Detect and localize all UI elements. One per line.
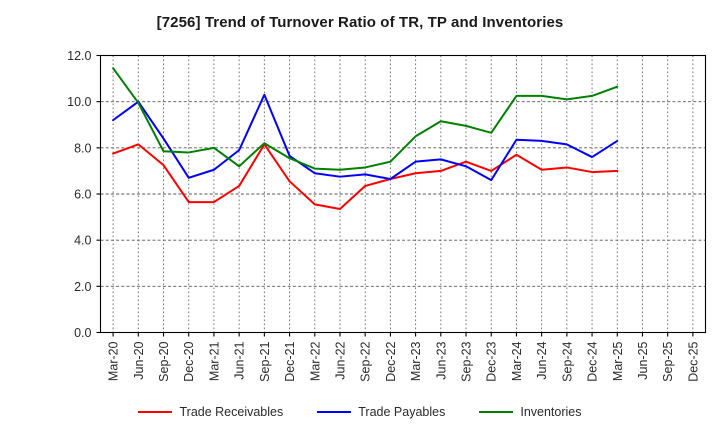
x-axis-tick-labels: Mar-20 Jun-20 Sep-20 Dec-20 Mar-21 Jun-21 Sep-…: [107, 341, 701, 381]
x-axis-tick-label: Jun-23: [434, 341, 448, 379]
y-axis-tick-label: 8.0: [74, 141, 91, 155]
grid-layer: [100, 55, 706, 333]
legend-label: Trade Payables: [358, 405, 446, 419]
x-axis-tick-label: Mar-20: [107, 341, 121, 381]
y-axis-tick-label: 2.0: [74, 280, 91, 294]
axis-layer: [96, 54, 707, 337]
x-axis-tick-label: Mar-24: [510, 341, 524, 381]
x-axis-tick-label: Jun-25: [636, 341, 650, 379]
x-axis-tick-label: Sep-22: [359, 341, 373, 381]
legend-line-swatch: [479, 411, 514, 413]
x-axis-tick-label: Mar-22: [308, 341, 322, 381]
y-axis-tick-label: 4.0: [74, 234, 91, 248]
y-axis-tick-label: 6.0: [74, 188, 91, 202]
x-axis-tick-label: Sep-23: [460, 341, 474, 381]
x-axis-tick-label: Sep-25: [661, 341, 675, 381]
x-axis-tick-label: Dec-22: [384, 341, 398, 381]
series-layer: [112, 67, 619, 210]
x-axis-tick-label: Sep-21: [258, 341, 272, 381]
x-axis-tick-label: Jun-20: [132, 341, 146, 379]
x-axis-tick-label: Dec-21: [283, 341, 297, 381]
legend-label: Inventories: [520, 405, 582, 419]
x-axis-tick-label: Mar-25: [611, 341, 625, 381]
x-axis-tick-label: Jun-24: [535, 341, 549, 379]
y-axis-tick-label: 0.0: [74, 326, 91, 340]
legend-item[interactable]: Inventories: [479, 405, 582, 419]
x-axis-tick-label: Dec-23: [485, 341, 499, 381]
legend-item[interactable]: Trade Payables: [317, 405, 445, 419]
series-line: [112, 143, 619, 210]
x-axis-tick-label: Jun-22: [333, 341, 347, 379]
x-axis-tick-label: Dec-25: [686, 341, 700, 381]
x-axis-tick-label: Sep-24: [560, 341, 574, 381]
chart-title: [7256] Trend of Turnover Ratio of TR, TP…: [156, 14, 564, 31]
series-line: [112, 67, 619, 171]
x-axis-tick-label: Jun-21: [233, 341, 247, 379]
x-axis-tick-label: Sep-20: [157, 341, 171, 381]
x-axis-tick-label: Mar-21: [207, 341, 221, 381]
x-axis-tick-label: Dec-20: [182, 341, 196, 381]
y-axis-tick-label: 12.0: [67, 49, 91, 63]
legend-label: Trade Receivables: [179, 405, 284, 419]
x-axis-tick-label: Mar-23: [409, 341, 423, 381]
y-axis-tick-label: 10.0: [67, 95, 91, 109]
legend-line-swatch: [317, 411, 352, 413]
x-axis-tick-label: Dec-24: [586, 341, 600, 381]
series-line: [112, 93, 619, 182]
legend-line-swatch: [138, 411, 173, 413]
legend-item[interactable]: Trade Receivables: [138, 405, 283, 419]
y-axis-tick-labels: 0.0 2.0 4.0 6.0 8.0 10.0 12.0: [67, 49, 91, 340]
chart-legend: Trade Receivables Trade Payables Inventori…: [0, 405, 720, 419]
